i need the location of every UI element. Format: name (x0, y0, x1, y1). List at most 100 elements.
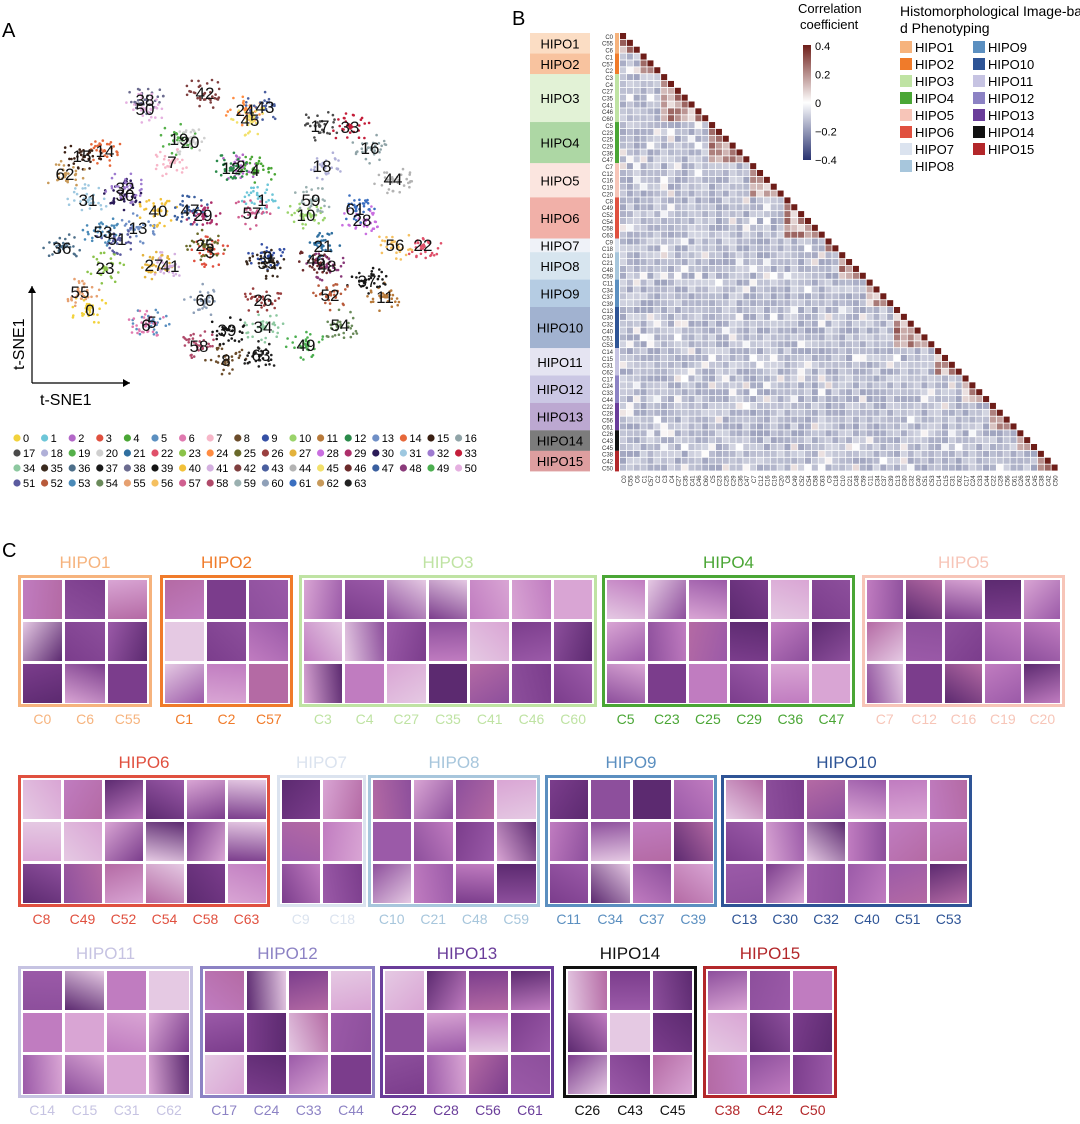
tsne-point (95, 148, 98, 152)
tsne-point (337, 159, 340, 162)
group-band (530, 402, 590, 431)
heatmap-cell (948, 402, 955, 409)
heatmap-cell (784, 307, 791, 314)
row-label: C48 (602, 268, 614, 274)
heatmap-cell (859, 368, 866, 375)
tsne-point (245, 208, 248, 211)
tissue-image-tile (792, 1054, 833, 1094)
heatmap-cell (935, 430, 942, 437)
tsne-point (61, 247, 65, 251)
tsne-point (230, 337, 233, 340)
heatmap-cell (640, 108, 647, 115)
cluster-label: C4 (355, 711, 374, 727)
heatmap-cell (825, 320, 832, 327)
heatmap-cell (722, 396, 729, 403)
tissue-image-tile (766, 863, 805, 903)
tsne-point (253, 295, 256, 298)
tsne-point (237, 200, 240, 204)
heatmap-cell (633, 327, 640, 334)
heatmap-cell (763, 389, 770, 396)
tsne-point (124, 194, 128, 198)
heatmap-cell (763, 313, 770, 320)
column-label: C42 (1047, 475, 1053, 487)
heatmap-cell (1003, 416, 1010, 423)
heatmap-cell (722, 272, 729, 279)
heatmap-cell (695, 334, 702, 341)
tsne-point (395, 257, 398, 260)
heatmap-cell (722, 444, 729, 451)
row-label: C14 (602, 350, 614, 356)
column-label: C10 (841, 475, 847, 487)
heatmap-cell (736, 245, 743, 252)
heatmap-cell (661, 163, 668, 170)
tsne-point (355, 219, 358, 222)
heatmap-cell (976, 437, 983, 444)
heatmap-cell (722, 211, 729, 218)
heatmap-cell (709, 259, 716, 266)
heatmap-cell (667, 293, 674, 300)
heatmap-cell (743, 402, 750, 409)
tsne-point (251, 113, 254, 116)
tsne-cluster-label: 51 (108, 230, 127, 249)
tissue-image-tile (866, 579, 903, 619)
cluster-label: C49 (69, 911, 96, 927)
heatmap-cell (626, 74, 633, 81)
tsne-cluster-label: 63 (252, 346, 271, 365)
heatmap-cell (770, 307, 777, 314)
tsne-point (257, 210, 260, 214)
tsne-point (97, 186, 101, 190)
heatmap-cell (667, 231, 674, 238)
heatmap-cell (647, 327, 654, 334)
heatmap-cell (743, 313, 750, 320)
legend-label: 39 (161, 463, 173, 475)
tsne-point (86, 270, 89, 274)
heatmap-cell (743, 156, 750, 163)
tsne-point (120, 191, 124, 195)
heatmap-cell (620, 87, 627, 94)
tsne-point (339, 170, 342, 173)
tissue-image-tile (688, 621, 727, 661)
tsne-point (134, 106, 138, 110)
tsne-point (196, 242, 200, 246)
tsne-point (124, 182, 128, 185)
tsne-point (261, 357, 265, 360)
heatmap-cell (688, 128, 695, 135)
heatmap-cell (763, 464, 770, 471)
tsne-point (247, 131, 250, 135)
heatmap-cell (777, 293, 784, 300)
tsne-point (214, 170, 218, 173)
tsne-point (371, 211, 374, 215)
tsne-point (42, 246, 45, 250)
tsne-point (87, 184, 90, 187)
heatmap-cell (736, 416, 743, 423)
legend-dot (123, 449, 131, 457)
heatmap-cell (770, 423, 777, 430)
heatmap-cell (976, 464, 983, 471)
heatmap-cell (633, 252, 640, 259)
tsne-cluster-label: 37 (358, 272, 377, 291)
column-label: C37 (882, 475, 888, 487)
heatmap-cell (654, 245, 661, 252)
heatmap-cell (887, 307, 894, 314)
heatmap-cell (640, 217, 647, 224)
heatmap-cell (798, 402, 805, 409)
heatmap-cell (702, 224, 709, 231)
heatmap-cell (702, 149, 709, 156)
tissue-image-tile (905, 621, 943, 661)
tsne-point (388, 293, 392, 297)
tsne-point (249, 227, 252, 231)
tsne-point (238, 354, 242, 357)
heatmap-cell (647, 272, 654, 279)
heatmap-cell (859, 361, 866, 368)
tsne-point (51, 253, 54, 256)
heatmap-cell (770, 265, 777, 272)
column-label: C19 (773, 475, 779, 487)
tsne-point (321, 257, 325, 261)
tsne-point (226, 110, 230, 113)
heatmap-cell (661, 183, 668, 190)
tsne-point (339, 323, 343, 326)
heatmap-cell (722, 354, 729, 361)
heatmap-cell (674, 368, 681, 375)
heatmap-cell (846, 259, 853, 266)
tsne-point (390, 242, 393, 245)
